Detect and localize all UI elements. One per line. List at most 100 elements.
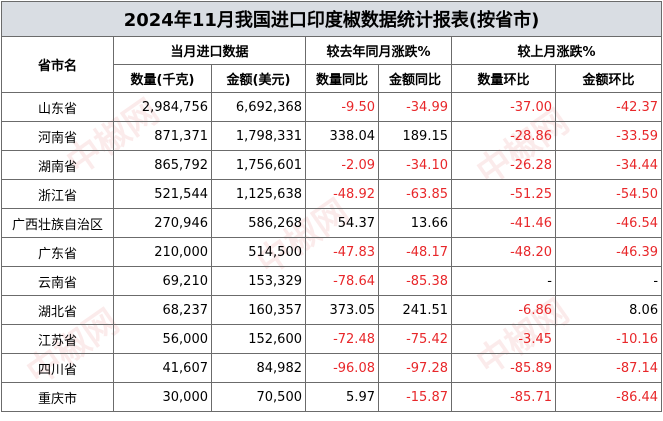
amount-cell: 84,982 <box>211 353 306 383</box>
amount-mom-cell: -10.16 <box>554 324 663 354</box>
header-group-yoy: 较去年同月涨跌% <box>305 36 452 65</box>
province-cell: 重庆市 <box>1 382 114 412</box>
amount-cell: 152,600 <box>211 324 306 354</box>
table-row: 湖北省 68,237 160,357 373.05 241.51 -6.86 8.06 <box>1 295 663 325</box>
qty-mom-cell: -3.45 <box>451 324 556 354</box>
qty-yoy-cell: -78.64 <box>305 266 379 296</box>
qty-yoy-cell: 373.05 <box>305 295 379 325</box>
qty-mom-cell: -51.25 <box>451 179 556 209</box>
amount-mom-cell: -42.37 <box>554 92 663 122</box>
qty-cell: 871,371 <box>113 121 212 151</box>
table-row: 湖南省 865,792 1,756,601 -2.09 -34.10 -26.28 -34.… <box>1 150 663 180</box>
amount-cell: 160,357 <box>211 295 306 325</box>
province-cell: 湖北省 <box>1 295 114 325</box>
amount-mom-cell: -87.14 <box>554 353 663 383</box>
qty-cell: 210,000 <box>113 237 212 267</box>
qty-cell: 68,237 <box>113 295 212 325</box>
qty-mom-cell: -48.20 <box>451 237 556 267</box>
amount-yoy-cell: -34.10 <box>378 150 452 180</box>
amount-cell: 70,500 <box>211 382 306 412</box>
qty-cell: 521,544 <box>113 179 212 209</box>
amount-mom-cell: -46.54 <box>554 208 663 238</box>
amount-mom-cell: -34.44 <box>554 150 663 180</box>
qty-cell: 270,946 <box>113 208 212 238</box>
qty-yoy-cell: -9.50 <box>305 92 379 122</box>
amount-yoy-cell: -63.85 <box>378 179 452 209</box>
header-amount-mom: 金额环比 <box>554 64 663 93</box>
table-row: 广西壮族自治区 270,946 586,268 54.37 13.66 -41.46 -46… <box>1 208 663 238</box>
qty-mom-cell: -28.86 <box>451 121 556 151</box>
qty-mom-cell: -37.00 <box>451 92 556 122</box>
header-group-mom: 较上月涨跌% <box>450 36 663 65</box>
province-cell: 河南省 <box>1 121 114 151</box>
amount-cell: 514,500 <box>211 237 306 267</box>
header-qty-mom: 数量环比 <box>451 64 556 93</box>
table-row: 山东省 2,984,756 6,692,368 -9.50 -34.99 -37.00 -4… <box>1 92 663 122</box>
amount-yoy-cell: 241.51 <box>378 295 452 325</box>
amount-yoy-cell: -15.87 <box>378 382 452 412</box>
province-cell: 广西壮族自治区 <box>1 208 114 238</box>
qty-mom-cell: -6.86 <box>451 295 556 325</box>
qty-mom-cell: - <box>451 266 556 296</box>
qty-yoy-cell: -48.92 <box>305 179 379 209</box>
amount-cell: 153,329 <box>211 266 306 296</box>
table-row: 云南省 69,210 153,329 -78.64 -85.38- - <box>1 266 663 296</box>
table-row: 重庆市 30,000 70,500 5.97 -15.87 -85.71 -86.44 <box>1 382 663 412</box>
qty-yoy-cell: -2.09 <box>305 150 379 180</box>
amount-cell: 1,125,638 <box>211 179 306 209</box>
header-amount-yoy: 金额同比 <box>378 64 452 93</box>
amount-cell: 1,756,601 <box>211 150 306 180</box>
province-cell: 山东省 <box>1 92 114 122</box>
header-group-current: 当月进口数据 <box>113 36 306 65</box>
qty-cell: 69,210 <box>113 266 212 296</box>
qty-yoy-cell: 338.04 <box>305 121 379 151</box>
qty-yoy-cell: -47.83 <box>305 237 379 267</box>
qty-yoy-cell: -96.08 <box>305 353 379 383</box>
amount-yoy-cell: -97.28 <box>378 353 452 383</box>
qty-yoy-cell: -72.48 <box>305 324 379 354</box>
amount-yoy-cell: 189.15 <box>378 121 452 151</box>
amount-yoy-cell: 13.66 <box>378 208 452 238</box>
amount-cell: 1,798,331 <box>211 121 306 151</box>
amount-mom-cell: -54.50 <box>554 179 663 209</box>
qty-yoy-cell: 5.97 <box>305 382 379 412</box>
province-cell: 湖南省 <box>1 150 114 180</box>
qty-cell: 56,000 <box>113 324 212 354</box>
amount-mom-cell: -33.59 <box>554 121 663 151</box>
qty-cell: 2,984,756 <box>113 92 212 122</box>
province-cell: 云南省 <box>1 266 114 296</box>
province-cell: 四川省 <box>1 353 114 383</box>
qty-mom-cell: -85.71 <box>451 382 556 412</box>
province-cell: 广东省 <box>1 237 114 267</box>
qty-mom-cell: -85.89 <box>451 353 556 383</box>
header-province: 省市名 <box>1 36 114 93</box>
province-cell: 浙江省 <box>1 179 114 209</box>
table-row: 四川省 41,607 84,982 -96.08 -97.28 -85.89 -87.14 <box>1 353 663 383</box>
qty-mom-cell: -41.46 <box>451 208 556 238</box>
amount-mom-cell: -46.39 <box>554 237 663 267</box>
header-qty-yoy: 数量同比 <box>305 64 379 93</box>
qty-yoy-cell: 54.37 <box>305 208 379 238</box>
amount-yoy-cell: -85.38 <box>378 266 452 296</box>
table-row: 浙江省 521,544 1,125,638 -48.92 -63.85 -51.25 -54… <box>1 179 663 209</box>
qty-cell: 865,792 <box>113 150 212 180</box>
province-cell: 江苏省 <box>1 324 114 354</box>
qty-cell: 41,607 <box>113 353 212 383</box>
amount-mom-cell: - <box>554 266 663 296</box>
amount-yoy-cell: -48.17 <box>378 237 452 267</box>
qty-mom-cell: -26.28 <box>451 150 556 180</box>
amount-mom-cell: 8.06 <box>554 295 663 325</box>
import-stats-table: 2024年11月我国进口印度椒数据统计报表(按省市) 省市名 当月进口数据 较去… <box>0 1 663 412</box>
header-amount: 金额(美元) <box>211 64 306 93</box>
report-title: 2024年11月我国进口印度椒数据统计报表(按省市) <box>0 1 663 37</box>
amount-cell: 6,692,368 <box>211 92 306 122</box>
amount-yoy-cell: -75.42 <box>378 324 452 354</box>
amount-yoy-cell: -34.99 <box>378 92 452 122</box>
amount-mom-cell: -86.44 <box>554 382 663 412</box>
header-qty: 数量(千克) <box>113 64 212 93</box>
amount-cell: 586,268 <box>211 208 306 238</box>
table-row: 河南省 871,371 1,798,331 338.04 189.15 -28.86 -33… <box>1 121 663 151</box>
table-row: 广东省 210,000 514,500 -47.83 -48.17 -48.20 -46.3… <box>1 237 663 267</box>
qty-cell: 30,000 <box>113 382 212 412</box>
table-row: 江苏省 56,000 152,600 -72.48 -75.42 -3.45 -10.16 <box>1 324 663 354</box>
